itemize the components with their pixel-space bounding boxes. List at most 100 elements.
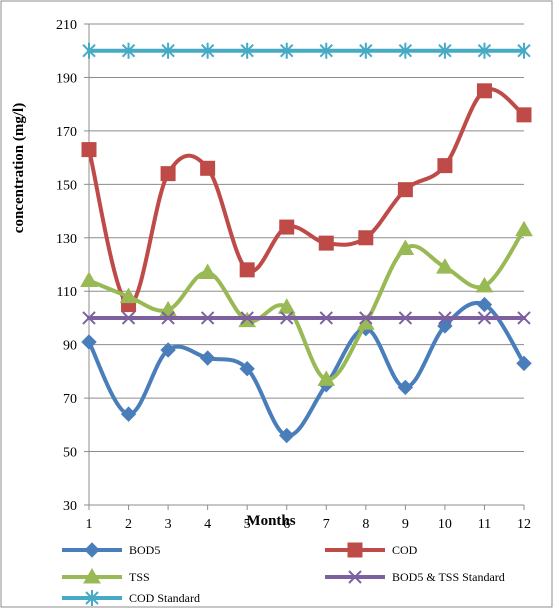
data-point xyxy=(160,342,176,358)
data-point xyxy=(319,42,333,59)
y-tick-label: 110 xyxy=(57,285,77,300)
series-1 xyxy=(81,83,532,313)
data-point xyxy=(199,350,216,366)
x-tick-label: 6 xyxy=(283,517,290,532)
data-point xyxy=(240,311,254,325)
data-point xyxy=(279,427,295,444)
x-tick-label: 3 xyxy=(165,517,172,532)
data-point xyxy=(517,42,531,59)
y-tick-label: 70 xyxy=(63,392,77,407)
data-point xyxy=(277,298,296,314)
x-tick-label: 4 xyxy=(204,517,211,532)
data-point xyxy=(198,263,217,280)
data-point xyxy=(240,42,254,59)
data-point xyxy=(239,361,255,377)
data-point xyxy=(280,42,294,59)
data-point xyxy=(80,271,98,288)
data-point xyxy=(398,42,413,59)
legend-item: BOD5 & TSS Standard xyxy=(325,570,505,584)
data-point xyxy=(476,83,492,99)
x-axis-label: Months xyxy=(246,513,295,529)
data-point xyxy=(398,311,413,325)
series-3 xyxy=(82,311,531,325)
data-point xyxy=(160,166,176,182)
legend: BOD5 COD TSS BOD5 & TSS Standard COD Standar… xyxy=(62,542,505,606)
x-tick-label: 8 xyxy=(362,517,369,532)
data-point xyxy=(397,379,414,396)
data-point xyxy=(477,311,492,325)
y-tick-label: 170 xyxy=(56,125,77,140)
y-tick-label: 130 xyxy=(56,232,77,247)
legend-label: TSS xyxy=(129,570,150,584)
legend-marker xyxy=(84,542,100,558)
data-point xyxy=(476,296,493,313)
data-point xyxy=(319,311,333,325)
x-tick-label: 12 xyxy=(517,517,531,532)
data-point xyxy=(239,262,255,278)
x-tick-label: 5 xyxy=(244,517,251,532)
legend-label: BOD5 xyxy=(129,543,160,557)
x-tick-label: 2 xyxy=(125,517,132,532)
data-point xyxy=(517,311,531,325)
data-point xyxy=(119,287,138,304)
data-point xyxy=(161,311,175,325)
series xyxy=(80,42,533,444)
data-point xyxy=(436,258,454,274)
data-point xyxy=(317,370,336,386)
data-point xyxy=(396,239,415,255)
legend-marker xyxy=(348,570,362,584)
data-point xyxy=(200,311,215,325)
data-point xyxy=(516,355,532,372)
x-tick-label: 7 xyxy=(323,517,330,532)
data-point xyxy=(159,300,177,317)
data-point xyxy=(200,160,216,176)
data-point xyxy=(475,276,494,293)
data-point xyxy=(318,235,334,251)
data-point xyxy=(515,220,533,237)
data-point xyxy=(81,334,97,350)
legend-item: COD Standard xyxy=(62,590,200,606)
data-point xyxy=(161,42,175,59)
data-point xyxy=(82,42,96,59)
data-point xyxy=(280,311,294,325)
data-point xyxy=(358,230,374,246)
x-tick-label: 10 xyxy=(438,517,452,532)
legend-item: TSS xyxy=(62,567,150,584)
data-point xyxy=(121,42,136,59)
y-tick-label: 210 xyxy=(56,18,77,33)
data-point xyxy=(397,182,413,198)
y-tick-label: 30 xyxy=(63,499,77,514)
y-tick-label: 50 xyxy=(63,446,77,461)
data-point xyxy=(438,42,452,59)
data-point xyxy=(477,42,492,59)
data-point xyxy=(438,311,452,325)
data-point xyxy=(121,311,136,325)
legend-label: BOD5 & TSS Standard xyxy=(392,570,505,584)
series-4 xyxy=(82,42,531,59)
y-axis-label: concentration (mg/l) xyxy=(11,103,27,233)
x-tick-label: 1 xyxy=(86,517,93,532)
x-tick-label: 9 xyxy=(402,517,409,532)
y-tick-label: 150 xyxy=(56,178,77,193)
data-point xyxy=(81,142,97,158)
legend-label: COD Standard xyxy=(129,591,200,605)
data-point xyxy=(120,406,137,422)
x-tick-label: 11 xyxy=(478,517,491,532)
data-point xyxy=(82,311,96,325)
data-point xyxy=(437,158,453,174)
data-point xyxy=(200,42,215,59)
legend-marker xyxy=(347,542,363,558)
data-point xyxy=(359,311,373,325)
legend-marker xyxy=(85,590,99,606)
legend-label: COD xyxy=(392,543,418,557)
legend-marker xyxy=(83,567,101,584)
data-point xyxy=(279,219,295,235)
y-tick-label: 90 xyxy=(63,339,77,354)
y-tick-label: 190 xyxy=(56,71,77,86)
legend-item: BOD5 xyxy=(62,542,160,558)
data-point xyxy=(516,107,532,123)
data-point xyxy=(359,42,373,59)
